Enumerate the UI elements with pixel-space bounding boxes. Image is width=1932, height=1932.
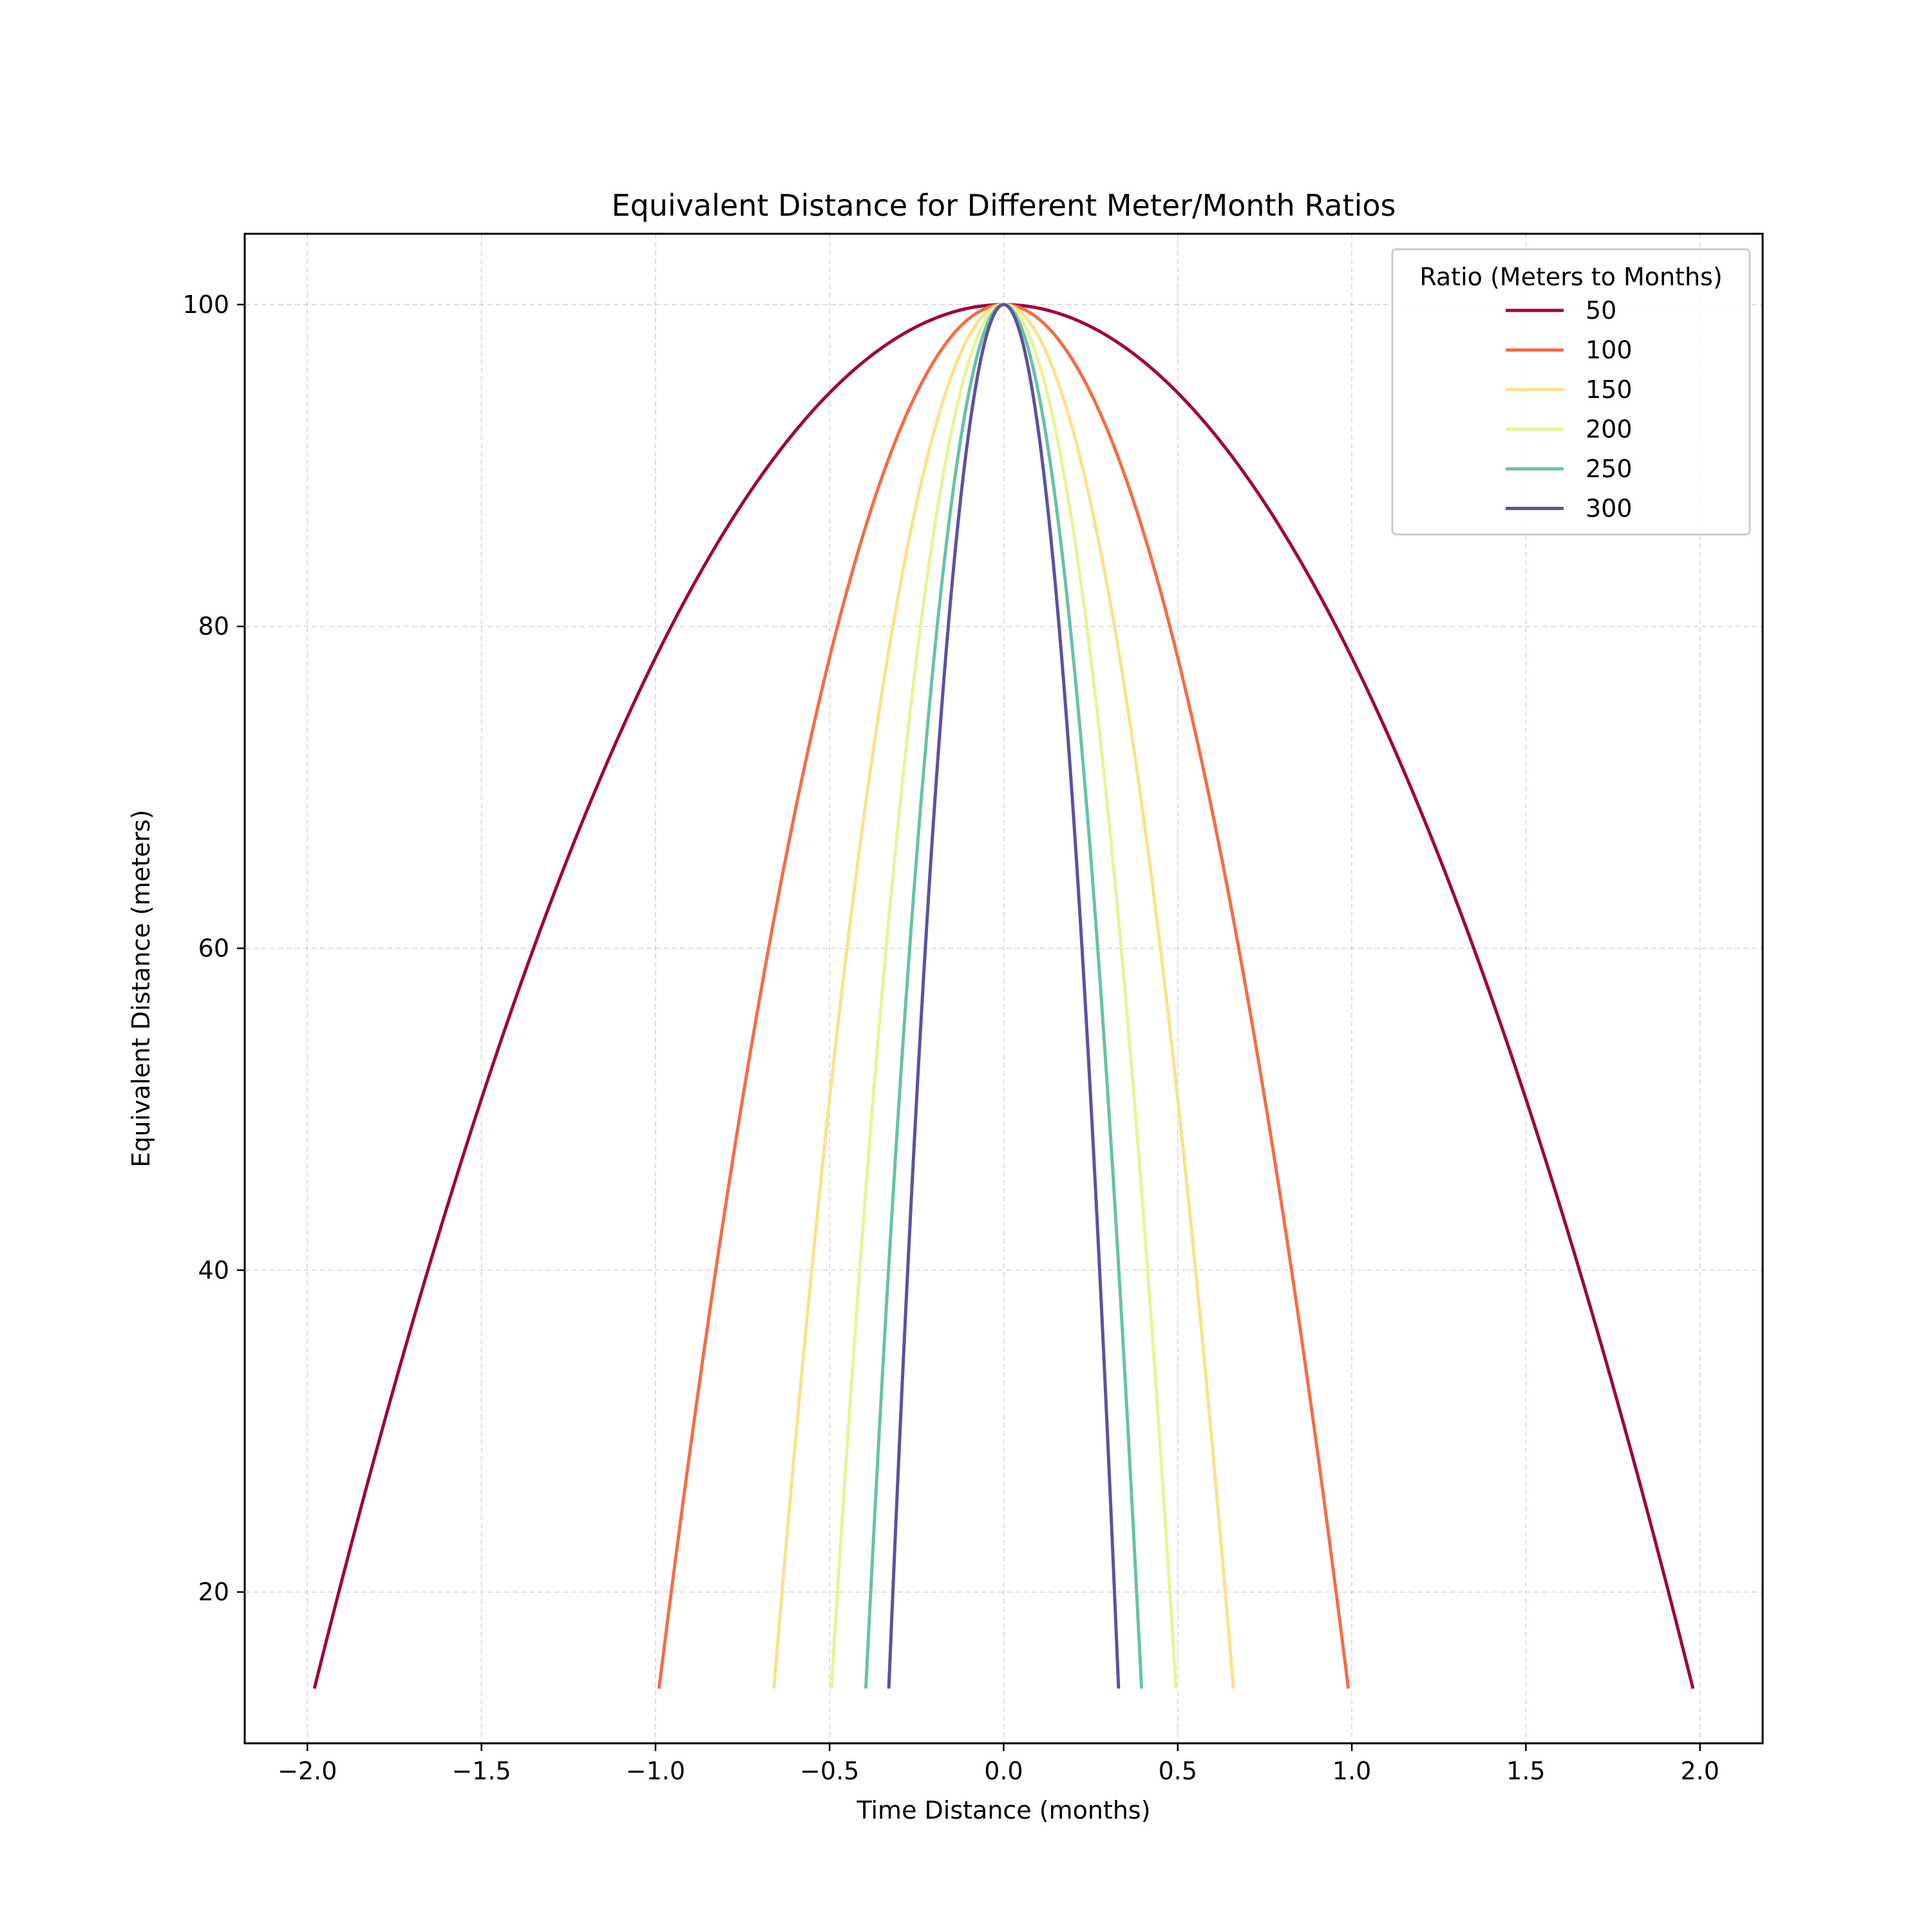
y-tick-label: 80 — [198, 612, 229, 641]
legend-label-100: 100 — [1586, 336, 1633, 365]
x-tick-label: −2.0 — [278, 1757, 337, 1785]
y-tick-label: 20 — [198, 1578, 229, 1606]
legend-label-250: 250 — [1586, 455, 1633, 483]
legend-label-50: 50 — [1586, 296, 1616, 325]
x-tick-label: 0.5 — [1159, 1757, 1197, 1785]
x-tick-label: 1.5 — [1506, 1757, 1545, 1785]
axis-ticks: −2.0 −1.5 −1.0 −0.5 0.0 0.5 1.0 1.5 2.0 20 40 60 80 1… — [182, 290, 1719, 1785]
x-tick-label: −1.0 — [626, 1757, 685, 1785]
legend-label-150: 150 — [1586, 375, 1633, 404]
x-tick-label: −1.5 — [451, 1757, 511, 1785]
legend-label-300: 300 — [1586, 495, 1633, 523]
y-tick-label: 60 — [198, 934, 229, 963]
plot-series — [312, 303, 1695, 1689]
y-tick-label: 40 — [198, 1256, 229, 1284]
y-tick-label: 100 — [182, 290, 229, 319]
x-tick-label: −0.5 — [800, 1757, 859, 1785]
x-tick-label: 2.0 — [1680, 1757, 1719, 1785]
y-axis-label: Equivalent Distance (meters) — [127, 810, 155, 1168]
legend-box — [1391, 248, 1751, 536]
x-tick-label: 0.0 — [984, 1757, 1023, 1785]
chart-title: Equivalent Distance for Different Meter/… — [612, 188, 1396, 223]
legend: Ratio (Meters to Months) 50 100 150 200 250 3… — [1391, 248, 1751, 536]
series-line-300 — [887, 303, 1121, 1689]
legend-items: 50 100 150 200 250 300 — [1506, 296, 1633, 523]
x-axis-label: Time Distance (months) — [856, 1796, 1150, 1824]
legend-label-200: 200 — [1586, 415, 1633, 444]
legend-title: Ratio (Meters to Months) — [1419, 263, 1722, 291]
x-tick-label: 1.0 — [1332, 1757, 1371, 1785]
